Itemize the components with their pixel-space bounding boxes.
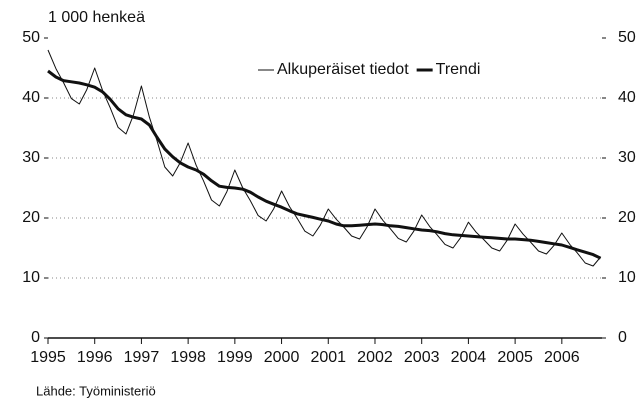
y2-tick-label: 40 bbox=[618, 89, 636, 106]
legend-label: Trendi bbox=[436, 61, 481, 78]
source: Lähde: Työministeriö bbox=[36, 383, 156, 398]
x-tick-label: 2004 bbox=[451, 349, 487, 366]
y-tick-label: 20 bbox=[22, 209, 40, 226]
x-tick-label: 1998 bbox=[170, 349, 206, 366]
y2-tick-label: 10 bbox=[618, 269, 636, 286]
y-tick-label: 50 bbox=[22, 29, 40, 46]
y-tick-label: 0 bbox=[31, 329, 40, 346]
x-tick-label: 2001 bbox=[310, 349, 346, 366]
x-tick-label: 2000 bbox=[264, 349, 300, 366]
x-tick-label: 1995 bbox=[30, 349, 66, 366]
legend-label: Alkuperäiset tiedot bbox=[277, 61, 409, 78]
y2-tick-label: 0 bbox=[618, 329, 627, 346]
x-tick-label: 1997 bbox=[124, 349, 160, 366]
y-tick-label: 30 bbox=[22, 149, 40, 166]
x-tick-label: 1999 bbox=[217, 349, 253, 366]
x-tick-label: 2002 bbox=[357, 349, 393, 366]
line-series bbox=[47, 69, 602, 260]
y2-tick-label: 50 bbox=[618, 29, 636, 46]
x-tick-label: 2003 bbox=[404, 349, 440, 366]
y-tick-label: 10 bbox=[22, 269, 40, 286]
y-axis-label: 1 000 henkeä bbox=[48, 9, 145, 26]
y2-tick-label: 30 bbox=[618, 149, 636, 166]
y2-tick-label: 20 bbox=[618, 209, 636, 226]
x-tick-label: 2005 bbox=[497, 349, 533, 366]
y-tick-label: 40 bbox=[22, 89, 40, 106]
x-tick-label: 1996 bbox=[77, 349, 113, 366]
x-tick-label: 2006 bbox=[544, 349, 580, 366]
